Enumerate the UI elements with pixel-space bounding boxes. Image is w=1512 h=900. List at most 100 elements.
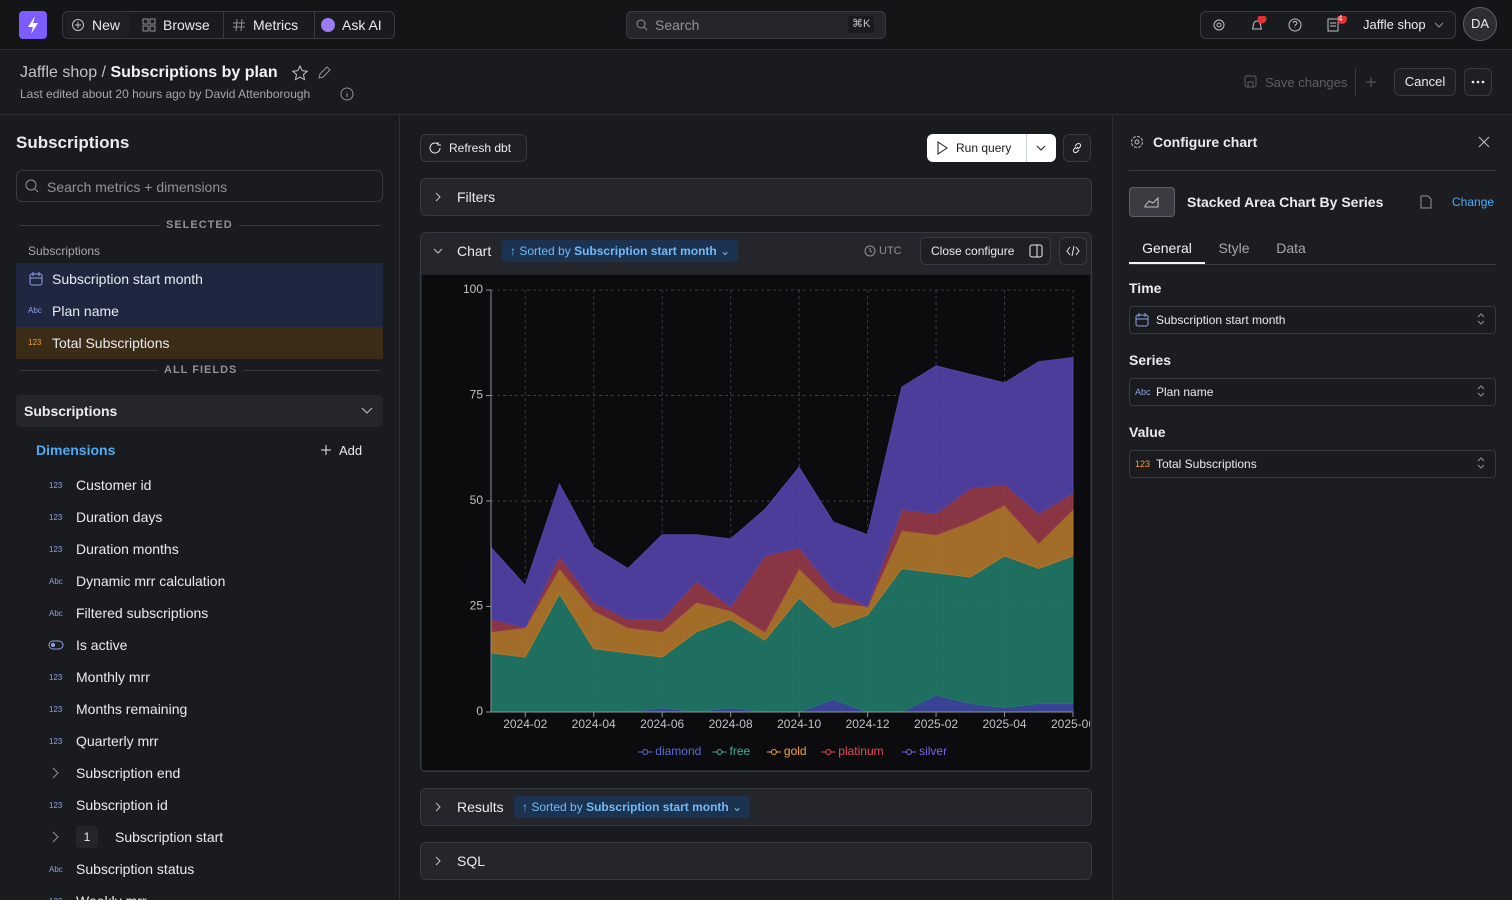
breadcrumb-project[interactable]: Jaffle shop: [20, 64, 98, 81]
chevron: [1434, 22, 1444, 28]
icon: [1471, 80, 1485, 84]
field-label: Duration months: [76, 541, 179, 557]
chevron[interactable]: [1036, 144, 1046, 152]
run-button[interactable]: [927, 134, 1056, 162]
y-tick-label: 100: [463, 282, 483, 296]
select[interactable]: [1129, 450, 1496, 478]
nav-new: New: [92, 17, 121, 33]
field-row[interactable]: [16, 693, 383, 725]
sort-field: Subscription start month: [586, 800, 729, 814]
divider: [1129, 264, 1496, 265]
field-label: Filtered subscriptions: [76, 605, 209, 621]
field-row[interactable]: [16, 469, 383, 501]
refresh-button[interactable]: [420, 134, 527, 162]
cancel-button[interactable]: Cancel: [1394, 68, 1456, 96]
selected-row[interactable]: [16, 263, 383, 295]
icon: [1131, 136, 1143, 148]
field-label: Duration days: [76, 509, 163, 525]
field-icon: 123: [49, 513, 63, 522]
title-icons[interactable]: [291, 64, 336, 82]
tab[interactable]: Data: [1276, 240, 1306, 256]
select[interactable]: [1129, 306, 1496, 334]
x-tick-label: 2024-04: [572, 717, 616, 731]
x-tick-label: 2025-04: [983, 717, 1027, 731]
field-label: Dynamic mrr calculation: [76, 573, 226, 589]
save-button[interactable]: Save changes: [1265, 75, 1348, 90]
field-label: Subscription start: [115, 829, 224, 845]
save-icon: [1244, 75, 1257, 88]
selected-row[interactable]: [16, 327, 383, 359]
refresh-label: Refresh dbt: [449, 141, 512, 155]
sql-card[interactable]: [420, 842, 1092, 880]
section-heading: ALL FIELDS: [158, 365, 244, 376]
icon: [636, 19, 648, 31]
section-label: Time: [1129, 280, 1162, 296]
search-placeholder: Search metrics + dimensions: [47, 179, 228, 195]
nav-browse[interactable]: Browse: [163, 17, 210, 33]
field-row[interactable]: [16, 501, 383, 533]
add-icon[interactable]: [1365, 76, 1377, 88]
field-label: Is active: [76, 637, 128, 653]
icon: [1135, 313, 1149, 327]
breadcrumb: Jaffle shop / Subscriptions by plan: [20, 65, 278, 81]
field-row[interactable]: [16, 661, 383, 693]
chevron: [361, 407, 373, 414]
y-tick-label: 25: [470, 599, 484, 613]
project-switcher[interactable]: Jaffle shop: [1363, 17, 1426, 32]
icon: [142, 18, 156, 32]
icon: [29, 272, 43, 286]
nav-metrics[interactable]: Metrics: [253, 17, 299, 33]
info-icon[interactable]: [340, 87, 354, 101]
chevron[interactable]: [433, 247, 443, 255]
nav-icons[interactable]: [1210, 16, 1390, 34]
field-label: Quarterly mrr: [76, 733, 159, 749]
nav-ask-ai[interactable]: Ask AI: [342, 17, 382, 33]
tab[interactable]: General: [1142, 240, 1192, 256]
filters-card[interactable]: [420, 178, 1092, 216]
chevron: [435, 192, 441, 202]
field-badge: 1: [76, 826, 98, 848]
icon: [321, 445, 331, 455]
field-row[interactable]: [16, 885, 383, 900]
selected-row[interactable]: [16, 295, 383, 327]
select[interactable]: [1129, 378, 1496, 406]
icon: [48, 765, 64, 781]
select-value: Total Subscriptions: [1156, 457, 1257, 471]
field-row[interactable]: [16, 725, 383, 757]
field-icon: Abc: [49, 577, 63, 586]
section-label: Value: [1129, 424, 1166, 440]
explore-header[interactable]: [16, 395, 383, 427]
close-configure-button[interactable]: [920, 237, 1051, 265]
icon: [1066, 245, 1080, 257]
field-search[interactable]: [16, 170, 383, 202]
search-placeholder: Search: [655, 17, 700, 33]
field-row[interactable]: [16, 629, 383, 661]
x-tick-label: 2025-02: [914, 717, 958, 731]
icon: [429, 142, 441, 154]
legend-label: platinum: [838, 744, 883, 758]
search-box[interactable]: [626, 11, 886, 39]
divider: [0, 114, 1512, 115]
field-row[interactable]: [16, 533, 383, 565]
icon: [52, 831, 59, 843]
notification-badge: 4: [1338, 14, 1343, 23]
avatar[interactable]: DA: [1463, 7, 1497, 41]
field-icon: 123: [49, 898, 62, 900]
add-button[interactable]: Add: [339, 443, 363, 458]
sort-prefix: Sorted by: [519, 244, 571, 258]
close-icon[interactable]: [1478, 136, 1490, 148]
field-icon: 123: [49, 481, 63, 490]
field-label: Months remaining: [76, 701, 188, 717]
y-tick-label: 0: [476, 704, 483, 718]
field-row[interactable]: [16, 757, 383, 789]
tab[interactable]: Style: [1218, 240, 1250, 256]
field-row[interactable]: [16, 789, 383, 821]
change-link[interactable]: Change: [1452, 195, 1495, 209]
sort-pill[interactable]: ↑ Sorted by Subscription start month ⌄: [514, 796, 751, 818]
x-tick-label: 2024-02: [503, 717, 547, 731]
logo[interactable]: [19, 11, 47, 39]
field-row[interactable]: [16, 853, 383, 885]
sql-label: SQL: [457, 853, 486, 869]
x-tick-label: 2025-06: [1051, 717, 1090, 731]
sort-pill[interactable]: ↑ Sorted by Subscription start month ⌄: [502, 240, 739, 262]
